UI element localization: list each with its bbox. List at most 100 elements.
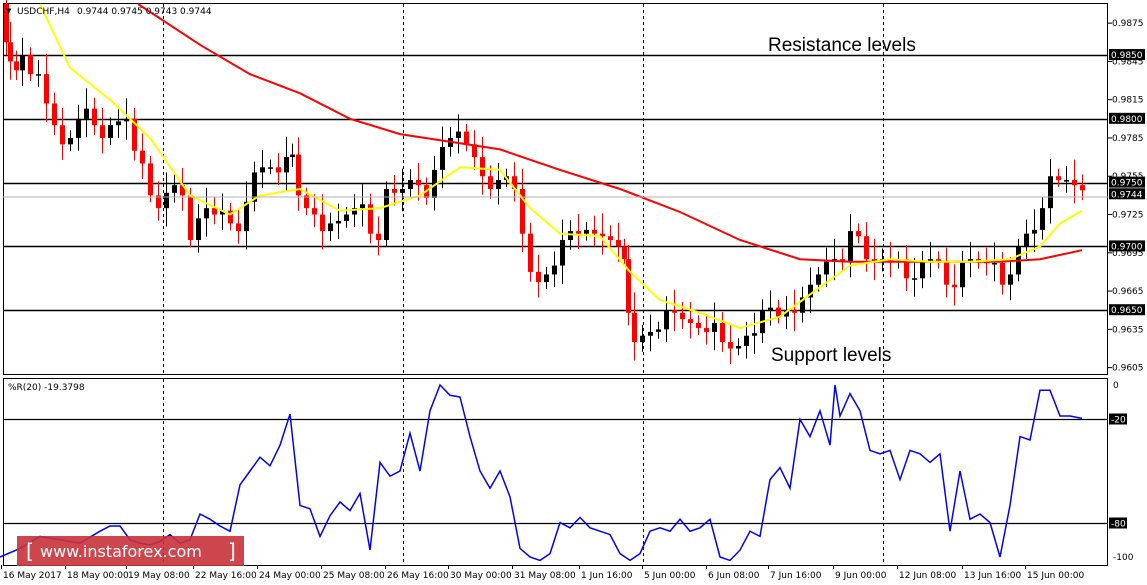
candle-bear bbox=[14, 61, 19, 71]
candle-bull bbox=[268, 167, 273, 169]
candle-bear bbox=[592, 229, 597, 234]
candle-bear bbox=[28, 55, 33, 75]
chart-menu-icon[interactable]: ▼ bbox=[6, 7, 12, 15]
candle-bull bbox=[712, 322, 717, 332]
price-tag-label: 0.9750 bbox=[1111, 179, 1143, 189]
watermark-close-bracket: ] bbox=[228, 539, 236, 563]
candle-bull bbox=[290, 154, 295, 158]
candle-bull bbox=[824, 261, 829, 275]
wpr-levels bbox=[3, 418, 1108, 525]
fast-moving-average bbox=[39, 3, 1083, 330]
candle-bear bbox=[320, 214, 325, 232]
indicator-window-frame bbox=[3, 378, 1108, 566]
candle-bear bbox=[52, 103, 57, 126]
candle-bull bbox=[784, 310, 789, 317]
price-tick-label: 0.9725 bbox=[1112, 211, 1144, 221]
candle-bear bbox=[464, 131, 469, 145]
time-axis: 16 May 2017 18 May 00:00 19 May 08:00 22 Ma… bbox=[1, 565, 1084, 581]
candle-bear bbox=[212, 208, 217, 215]
candle-bull bbox=[928, 259, 933, 262]
candle-bear bbox=[626, 259, 631, 313]
time-tick-label: 5 Jun 00:00 bbox=[644, 571, 696, 581]
wpr-level-tag bbox=[1109, 413, 1127, 425]
candle-bear bbox=[8, 42, 13, 62]
candle-bear bbox=[528, 233, 533, 272]
time-tick-label: 22 May 16:00 bbox=[195, 571, 257, 581]
candle-bear bbox=[936, 259, 941, 262]
candle-bull bbox=[752, 333, 757, 336]
candle-bear bbox=[376, 233, 381, 241]
price-tag bbox=[1109, 240, 1145, 252]
candle-bull bbox=[736, 345, 741, 349]
candle-bear bbox=[536, 271, 541, 283]
candle-bull bbox=[260, 167, 265, 173]
candle-bear bbox=[100, 125, 105, 138]
candle-bear bbox=[600, 233, 605, 237]
candle-bear bbox=[296, 154, 301, 196]
support-annotation: Support levels bbox=[771, 345, 891, 366]
price-axis: 0.98750.98450.98150.97850.97550.97250.96… bbox=[1108, 19, 1145, 374]
price-tag bbox=[1109, 304, 1145, 316]
candle-bull bbox=[664, 310, 669, 330]
candle-bull bbox=[544, 274, 549, 283]
vertical-grid bbox=[163, 4, 884, 565]
watermark-open-bracket: [ bbox=[26, 539, 34, 563]
candle-bear bbox=[480, 157, 485, 177]
candle-bull bbox=[1008, 274, 1013, 285]
candle-bear bbox=[680, 312, 685, 320]
candle-bull bbox=[124, 118, 129, 122]
candle-bull bbox=[808, 284, 813, 298]
time-tick-label: 24 May 00:00 bbox=[259, 571, 321, 581]
candle-bull bbox=[744, 335, 749, 346]
candle-bull bbox=[196, 218, 201, 241]
candle-bear bbox=[488, 176, 493, 189]
candle-bull bbox=[344, 214, 349, 221]
candle-bear bbox=[888, 259, 893, 262]
price-tick-label: 0.9815 bbox=[1112, 96, 1144, 106]
candle-bear bbox=[304, 195, 309, 209]
candle-bull bbox=[336, 220, 341, 224]
candle-bull bbox=[1064, 180, 1069, 182]
time-tick-label: 6 Jun 08:00 bbox=[708, 571, 760, 581]
candle-bull bbox=[1024, 233, 1029, 247]
candle-bear bbox=[1080, 185, 1085, 191]
candle-bear bbox=[148, 163, 153, 196]
candle-bear bbox=[856, 231, 861, 237]
candle-bull bbox=[568, 231, 573, 241]
candle-bull bbox=[284, 157, 289, 173]
time-tick-label: 15 Jun 00:00 bbox=[1027, 571, 1084, 581]
candle-bull bbox=[584, 229, 589, 234]
candle-bear bbox=[608, 236, 613, 241]
wpr-line bbox=[0, 383, 1083, 562]
candle-bear bbox=[236, 223, 241, 232]
candle-bull bbox=[656, 329, 661, 332]
candle-bear bbox=[1000, 263, 1005, 285]
time-tick-label: 31 May 08:00 bbox=[514, 571, 576, 581]
candle-bull bbox=[84, 108, 89, 119]
candle-bull bbox=[384, 189, 389, 241]
candle-bull bbox=[20, 55, 25, 71]
candle-bull bbox=[360, 204, 365, 209]
price-tag-label: 0.9850 bbox=[1111, 51, 1143, 61]
candle-bull bbox=[76, 118, 81, 138]
price-tag bbox=[1109, 49, 1145, 61]
candle-bear bbox=[1072, 180, 1077, 186]
wpr-tick-label: -100 bbox=[1113, 553, 1134, 563]
price-window-frame bbox=[3, 3, 1108, 375]
wpr-level-tag bbox=[1109, 517, 1127, 529]
candle-bear bbox=[156, 195, 161, 209]
candle-bear bbox=[520, 189, 525, 234]
price-tick-label: 0.9785 bbox=[1112, 134, 1144, 144]
candle-bear bbox=[622, 246, 627, 260]
time-tick-label: 12 Jun 08:00 bbox=[899, 571, 956, 581]
candle-bull bbox=[352, 208, 357, 215]
resistance-annotation: Resistance levels bbox=[768, 35, 916, 56]
candle-bull bbox=[968, 259, 973, 262]
candle-bull bbox=[456, 131, 461, 138]
candle-bear bbox=[228, 210, 233, 224]
price-tick-label: 0.9665 bbox=[1112, 287, 1144, 297]
candle-bull bbox=[1032, 229, 1037, 234]
watermark: [ www.instaforex.com ] bbox=[17, 536, 244, 566]
candle-bear bbox=[904, 259, 909, 279]
